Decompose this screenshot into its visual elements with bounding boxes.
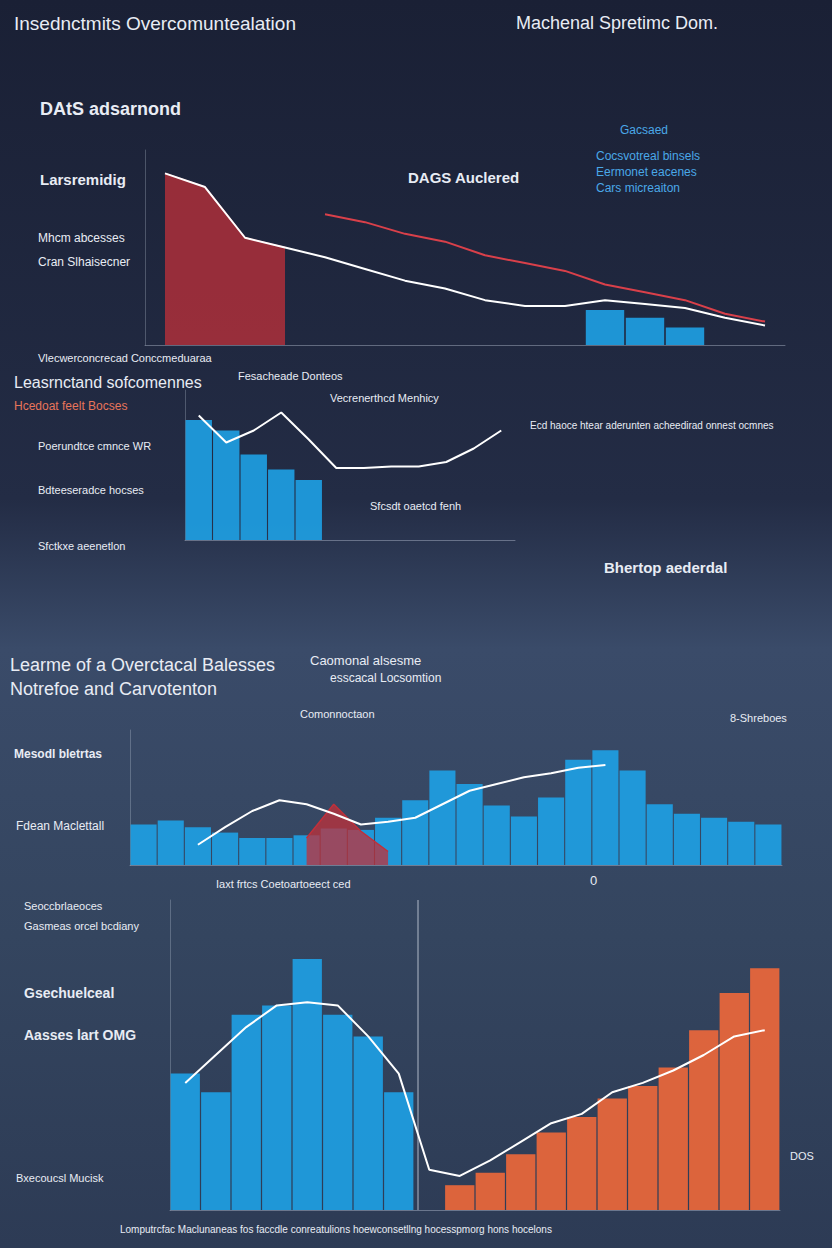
svg-text:Lomputrcfac Maclunaneas fos fa: Lomputrcfac Maclunaneas fos faccdle conr… — [120, 1224, 552, 1235]
svg-text:Iaxt frtcs Coetoartoeect ced: Iaxt frtcs Coetoartoeect ced — [216, 878, 351, 890]
svg-text:0: 0 — [590, 873, 597, 888]
svg-text:DAtS adsarnond: DAtS adsarnond — [40, 99, 181, 119]
svg-text:Fdean Maclettall: Fdean Maclettall — [16, 819, 104, 833]
svg-text:Vlecwerconcrecad Conccmeduaraa: Vlecwerconcrecad Conccmeduaraa — [38, 352, 213, 364]
svg-text:Ecd haoce htear aderunten ache: Ecd haoce htear aderunten acheedirad onn… — [530, 420, 774, 431]
svg-text:Caomonal alsesme: Caomonal alsesme — [310, 653, 421, 668]
svg-text:Bdteeseradce hocses: Bdteeseradce hocses — [38, 484, 144, 496]
svg-text:Cran Slhaisecner: Cran Slhaisecner — [38, 255, 130, 269]
svg-text:8-Shreboes: 8-Shreboes — [730, 712, 787, 724]
svg-text:Insednctmits Overcomuntealatio: Insednctmits Overcomuntealation — [14, 13, 296, 34]
svg-text:Leasrnctand sofcomennes: Leasrnctand sofcomennes — [14, 374, 202, 391]
svg-text:Learme of a Overctacal Balesse: Learme of a Overctacal Balesses — [10, 655, 275, 675]
svg-text:Gacsaed: Gacsaed — [620, 123, 668, 137]
svg-text:Comonnoctaon: Comonnoctaon — [300, 708, 375, 720]
svg-text:Mhcm abcesses: Mhcm abcesses — [38, 231, 125, 245]
svg-text:Notrefoe and Carvotenton: Notrefoe and Carvotenton — [10, 679, 217, 699]
svg-text:Gsechuelceal: Gsechuelceal — [24, 985, 114, 1001]
svg-text:Gasmeas orcel bcdiany: Gasmeas orcel bcdiany — [24, 920, 139, 932]
svg-text:DOS: DOS — [790, 1150, 814, 1162]
svg-text:Fesacheade Donteos: Fesacheade Donteos — [238, 370, 343, 382]
svg-text:DAGS Auclered: DAGS Auclered — [408, 169, 519, 186]
svg-text:Larsremidig: Larsremidig — [40, 171, 126, 188]
svg-text:Cars micreaiton: Cars micreaiton — [596, 181, 680, 195]
svg-text:Sfctkxe aeenetlon: Sfctkxe aeenetlon — [38, 540, 125, 552]
svg-text:Bhertop aederdal: Bhertop aederdal — [604, 559, 727, 576]
svg-text:Aasses lart OMG: Aasses lart OMG — [24, 1027, 136, 1043]
svg-text:esscacal Locsomtion: esscacal Locsomtion — [330, 671, 441, 685]
svg-text:Poerundtce cmnce WR: Poerundtce cmnce WR — [38, 440, 151, 452]
svg-text:Vecrenerthcd Menhicy: Vecrenerthcd Menhicy — [330, 392, 439, 404]
svg-text:Sfcsdt oaetcd fenh: Sfcsdt oaetcd fenh — [370, 500, 461, 512]
svg-text:Bxecoucsl Mucisk: Bxecoucsl Mucisk — [16, 1172, 104, 1184]
svg-text:Mesodl bletrtas: Mesodl bletrtas — [14, 747, 102, 761]
svg-text:Machenal Spretimc Dom.: Machenal Spretimc Dom. — [516, 13, 718, 33]
svg-text:Eermonet eacenes: Eermonet eacenes — [596, 165, 697, 179]
svg-text:Hcedoat feelt Bocses: Hcedoat feelt Bocses — [14, 399, 127, 413]
svg-text:Seoccbrlaeoces: Seoccbrlaeoces — [24, 900, 103, 912]
svg-text:Cocsvotreal binsels: Cocsvotreal binsels — [596, 149, 700, 163]
